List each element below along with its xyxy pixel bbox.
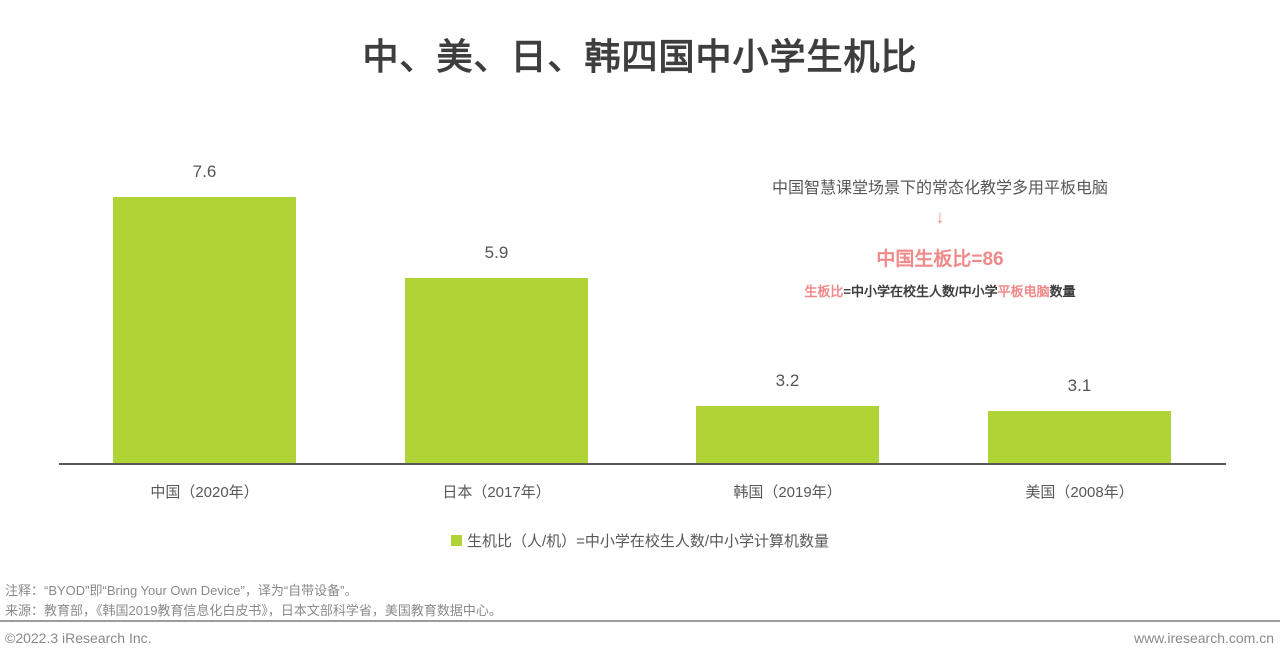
formula-tail: 数量 — [1049, 284, 1076, 299]
formula-body: =中小学在校生人数/中小学 — [843, 284, 998, 299]
annotation-highlight: 中国生板比=86 — [876, 249, 1004, 270]
bar-group-japan: 5.9 — [405, 243, 588, 463]
bar-korea — [696, 406, 879, 463]
legend: 生机比（人/机）=中小学在校生人数/中小学计算机数量 — [0, 530, 1280, 551]
bar-group-usa: 3.1 — [988, 376, 1171, 463]
bar-japan — [405, 278, 588, 463]
bar-group-korea: 3.2 — [696, 371, 879, 463]
notes-block: 注释：“BYOD”即“Bring Your Own Device”，译为“自带设… — [5, 581, 502, 621]
axis-label-china: 中国（2020年） — [150, 484, 259, 501]
copyright-text: ©2022.3 iResearch Inc. — [5, 630, 152, 646]
legend-swatch-icon — [450, 535, 462, 546]
bar-china — [113, 197, 296, 463]
formula-highlight: 平板电脑 — [997, 284, 1050, 299]
footer-bar: ©2022.3 iResearch Inc. www.iresearch.com… — [0, 630, 1280, 646]
axis-label-japan: 日本（2017年） — [442, 484, 551, 501]
website-url: www.iresearch.com.cn — [1133, 630, 1274, 646]
bar-value-label-china: 7.6 — [192, 162, 217, 181]
page-title: 中、美、日、韩四国中小学生机比 — [362, 36, 918, 77]
annotation-text: 中国智慧课堂场景下的常态化教学多用平板电脑 — [771, 180, 1108, 197]
bar-group-china: 7.6 — [113, 162, 296, 463]
bar-value-label-usa: 3.1 — [1067, 376, 1092, 395]
down-arrow-icon: ↓ — [935, 207, 945, 227]
legend-label: 生机比（人/机）=中小学在校生人数/中小学计算机数量 — [466, 533, 830, 550]
axis-label-usa: 美国（2008年） — [1025, 484, 1134, 501]
formula-term: 生板比 — [804, 284, 844, 299]
x-axis-line — [59, 463, 1226, 465]
annotation-block: 中国智慧课堂场景下的常态化教学多用平板电脑 ↓ 中国生板比=86 生板比=中小学… — [700, 174, 1180, 300]
bar-value-label-korea: 3.2 — [775, 371, 800, 390]
note-line: 注释：“BYOD”即“Bring Your Own Device”，译为“自带设… — [5, 583, 358, 598]
annotation-formula: 生板比=中小学在校生人数/中小学平板电脑数量 — [700, 281, 1180, 300]
footer-divider — [0, 620, 1280, 622]
bar-value-label-japan: 5.9 — [484, 243, 509, 262]
axis-label-korea: 韩国（2019年） — [733, 484, 842, 501]
bar-usa — [988, 411, 1171, 463]
source-line: 来源：教育部，《韩国2019教育信息化白皮书》，日本文部科学省，美国教育数据中心… — [5, 603, 502, 618]
